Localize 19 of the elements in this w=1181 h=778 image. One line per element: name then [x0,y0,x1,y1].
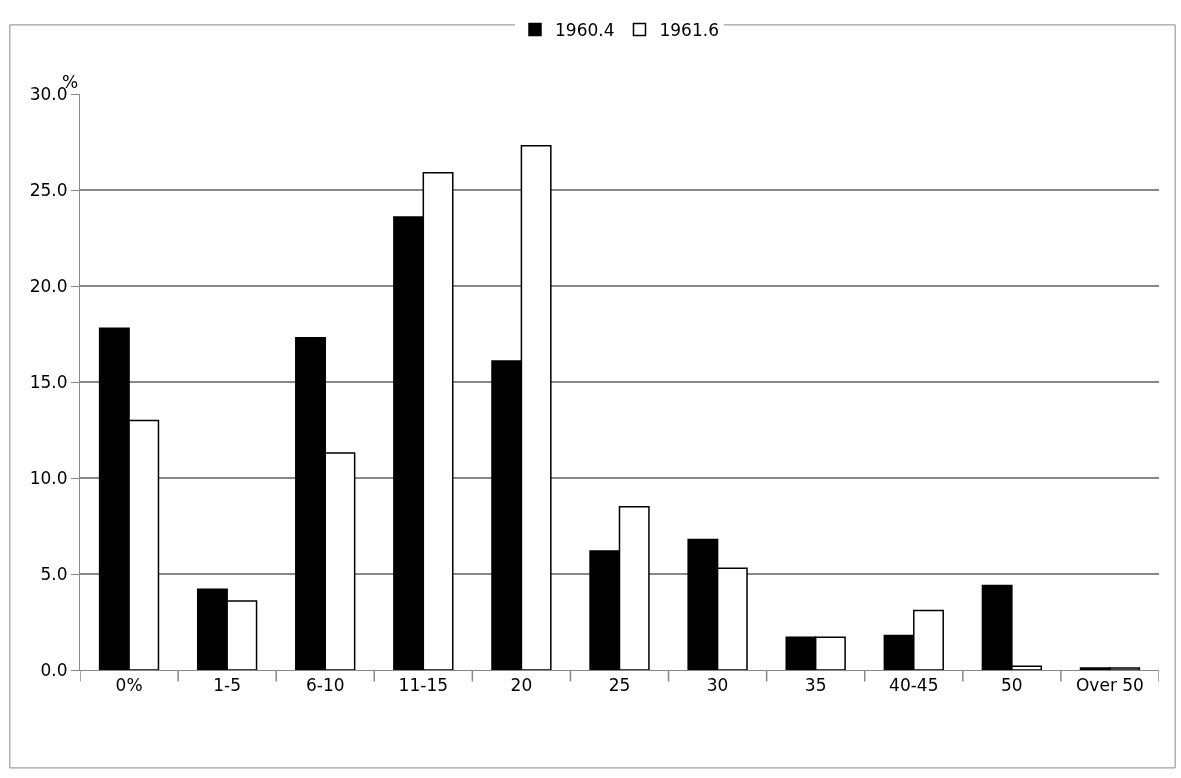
x-tick-label: 1-5 [213,675,242,696]
x-tick-label: 11-15 [398,675,449,696]
legend-label: 1961.6 [659,20,719,41]
y-tick-label: 15.0 [29,371,68,392]
legend-label: 1960.4 [555,20,615,41]
x-tick-label: 20 [510,675,533,696]
x-tick-label: 30 [706,675,729,696]
y-tick-label: 5.0 [40,563,68,584]
y-tick-label: 10.0 [29,467,68,488]
x-tick-label: 6-10 [305,675,345,696]
x-tick-label: 25 [608,675,631,696]
x-tick-label: 0% [115,675,143,696]
x-tick-label: 35 [804,675,827,696]
x-tick-label: Over 50 [1075,675,1144,696]
y-tick-label: 25.0 [29,179,68,200]
y-tick-label: 20.0 [29,275,68,296]
x-tick-label: 50 [1001,675,1023,696]
y-tick-label: 0.0 [40,659,68,680]
x-tick-label: 40-45 [889,675,939,696]
